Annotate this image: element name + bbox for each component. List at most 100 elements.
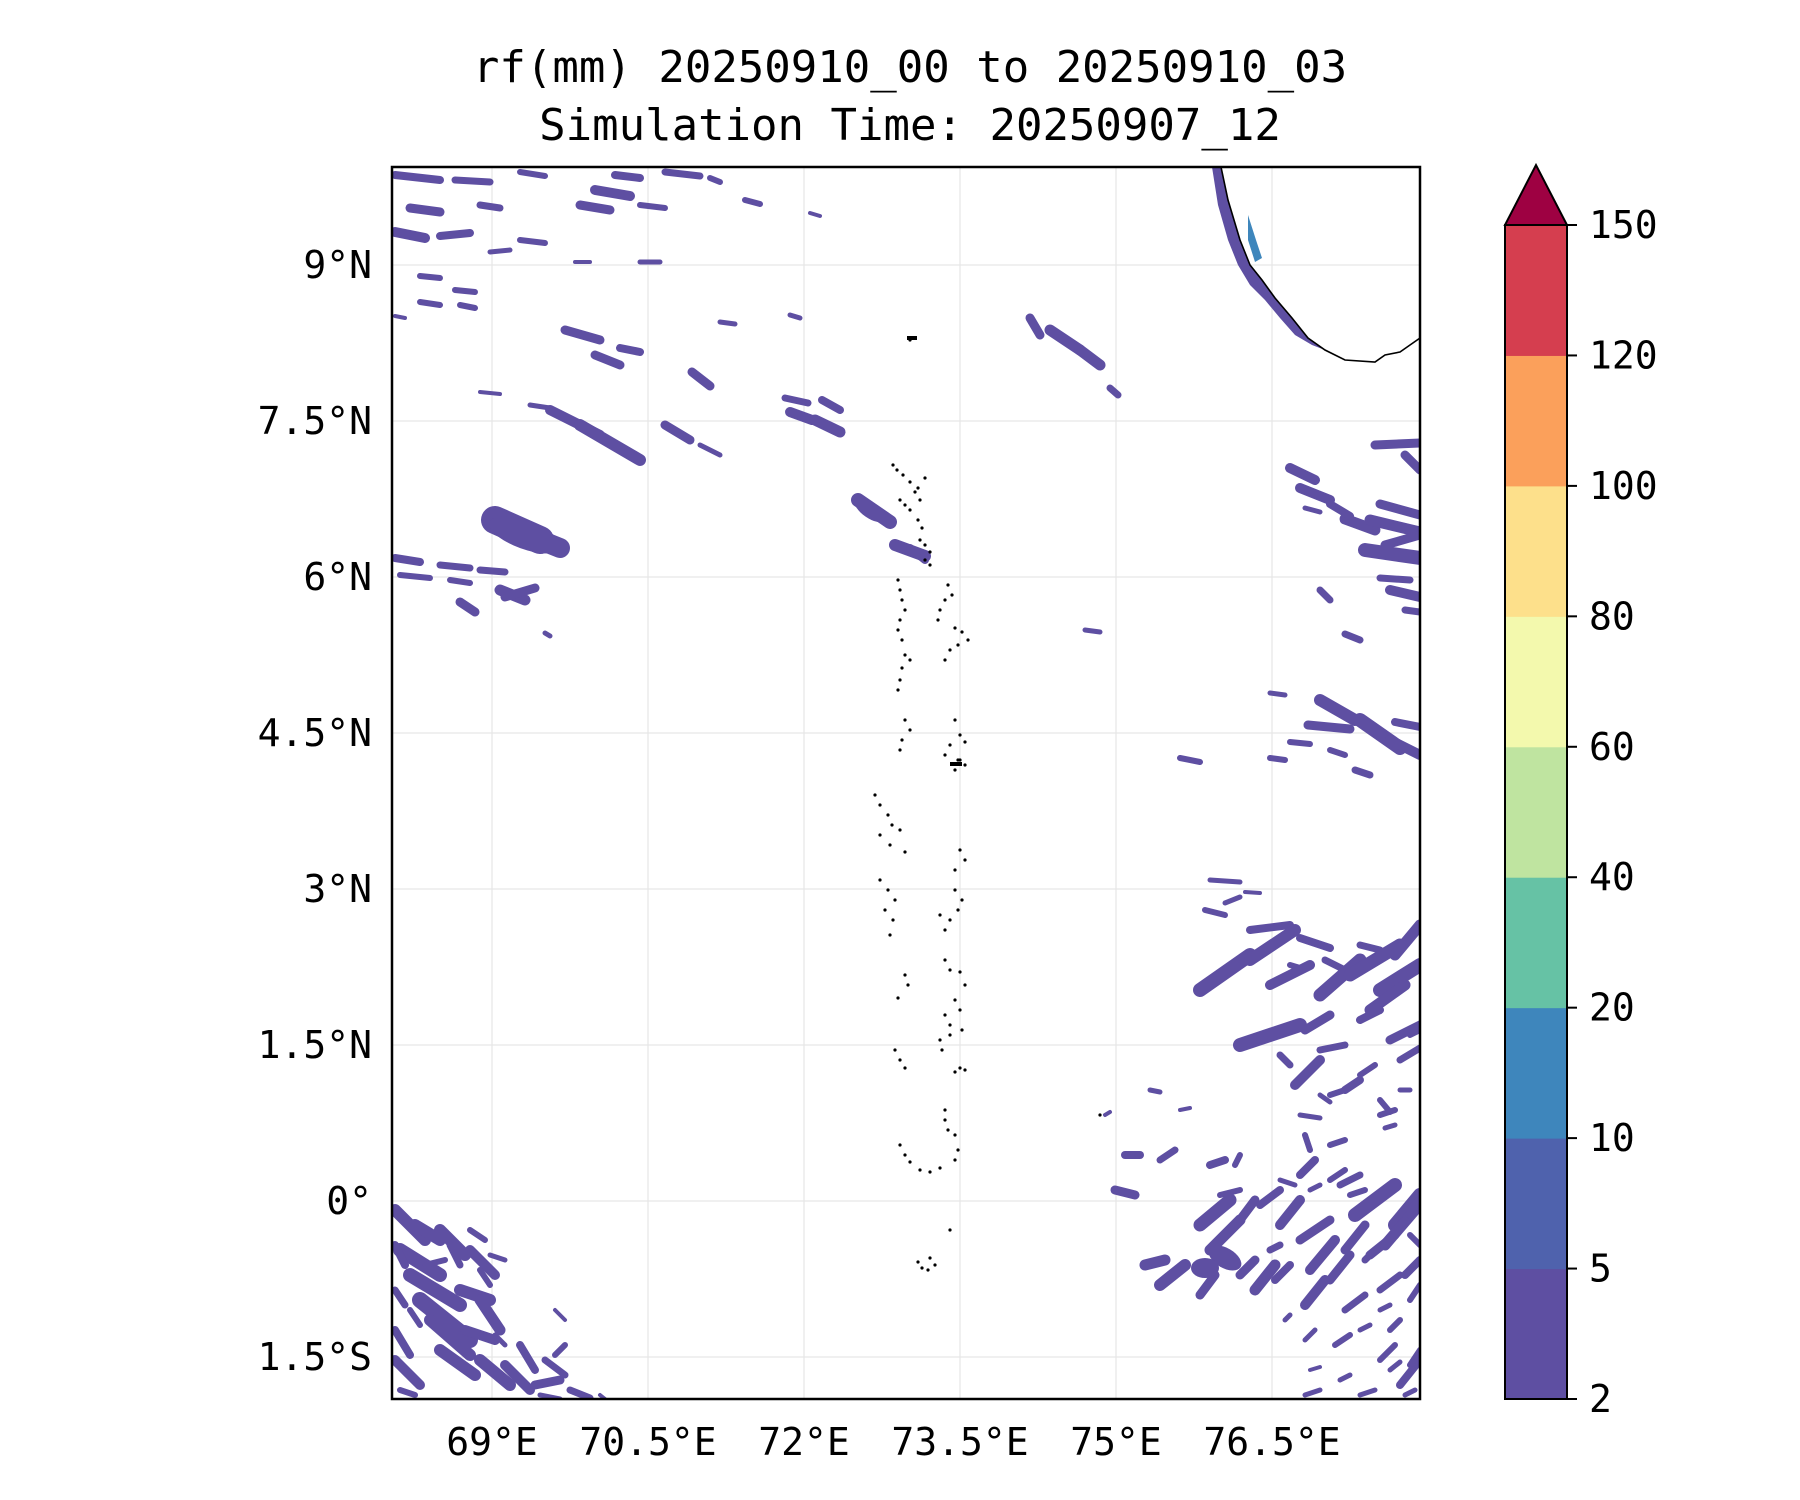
rain-cell — [1357, 1387, 1378, 1398]
colorbar-bin — [1505, 355, 1567, 487]
lat-tick-label: 1.5°S — [258, 1335, 372, 1379]
coastal-rain-core — [1248, 215, 1262, 262]
rain-cell — [517, 237, 548, 246]
rain-cell — [434, 1344, 481, 1381]
island-dot — [928, 1256, 932, 1260]
rain-cell — [476, 566, 509, 576]
rain-cell — [1317, 1092, 1333, 1105]
island-dot — [963, 1068, 967, 1072]
island-dot — [903, 718, 907, 722]
rain-cell — [530, 1375, 565, 1390]
rain-cell — [1233, 1018, 1307, 1052]
island-dot — [946, 1128, 950, 1132]
rain-cell — [637, 202, 668, 211]
rain-cell — [407, 1307, 423, 1328]
rain-cell — [1290, 1055, 1325, 1090]
rain-cell — [1389, 919, 1420, 961]
island-dot — [883, 908, 887, 912]
island-dot — [953, 888, 957, 892]
island-dot — [953, 868, 957, 872]
island-dot — [918, 1168, 922, 1172]
rain-cell — [574, 419, 646, 466]
rain-cell — [660, 420, 695, 445]
rain-cell — [1296, 1156, 1319, 1179]
island-dot — [958, 970, 962, 974]
island-mark — [950, 762, 962, 766]
island-dot — [958, 848, 962, 852]
island-dot — [898, 588, 902, 592]
rain-cell — [1295, 1215, 1335, 1245]
colorbar-tick-label: 60 — [1589, 725, 1635, 769]
rain-cell — [1195, 1270, 1220, 1300]
island-dot — [898, 1058, 902, 1062]
island-dot — [956, 908, 960, 912]
rain-cell — [1106, 384, 1122, 399]
island-dot — [943, 958, 947, 962]
island-dot — [943, 1118, 947, 1122]
rain-cell — [492, 1332, 508, 1348]
rain-cell — [1361, 1246, 1379, 1264]
rain-cell — [611, 171, 644, 182]
rain-cell — [1308, 1365, 1322, 1372]
island-dot — [948, 648, 952, 652]
rain-cell — [476, 201, 504, 212]
graticule — [392, 167, 1420, 1399]
rain-cell — [1401, 1256, 1420, 1279]
island-dot — [878, 803, 882, 807]
island-dot — [898, 678, 902, 682]
lon-tick-label: 70.5°E — [579, 1420, 716, 1464]
rain-cell — [393, 1243, 447, 1282]
rain-cell — [1265, 960, 1315, 990]
rain-cell — [1193, 948, 1257, 997]
longitude-ticks: 69°E 70.5°E 72°E 73.5°E 75°E 76.5°E — [446, 1420, 1340, 1464]
coastline — [873, 167, 1420, 1272]
rain-cell — [1316, 586, 1334, 604]
rain-cell — [566, 1386, 594, 1399]
rain-cell — [1287, 739, 1313, 747]
rain-cell — [1339, 513, 1381, 536]
rain-cell — [542, 630, 553, 639]
rain-cell — [1407, 1232, 1420, 1248]
rain-cell — [1217, 1187, 1243, 1198]
rain-cell — [434, 1224, 471, 1261]
island-dot — [918, 498, 922, 502]
island-dot — [943, 1013, 947, 1017]
rain-cell — [1357, 1322, 1373, 1333]
lat-tick-label: 1.5°N — [258, 1023, 372, 1067]
island-dot — [908, 728, 912, 732]
rain-cell — [553, 1308, 567, 1322]
rain-cell — [1385, 585, 1420, 602]
island-dot — [903, 608, 907, 612]
island-dot — [953, 718, 957, 722]
coastal-rain-band — [1212, 167, 1325, 350]
island-dot — [896, 996, 900, 1000]
island-mark — [907, 336, 917, 340]
island-dot — [893, 1048, 897, 1052]
island-dot — [956, 1148, 960, 1152]
island-dot — [958, 1008, 962, 1012]
rain-cell — [854, 497, 886, 523]
rain-cell — [1302, 505, 1323, 515]
rain-cell — [1296, 934, 1334, 952]
rain-cell — [1347, 1187, 1368, 1198]
rain-cell — [1302, 1327, 1318, 1343]
island-dot — [946, 583, 950, 587]
island-dot — [898, 828, 902, 832]
rain-cell — [1202, 907, 1228, 918]
rain-cell — [1244, 924, 1301, 966]
island-dot — [960, 630, 964, 634]
island-dot — [891, 463, 895, 467]
island-dot — [953, 998, 957, 1002]
rain-cell — [687, 367, 715, 391]
island-dot — [923, 476, 927, 480]
rain-cell — [1235, 1255, 1260, 1280]
rain-cell — [1300, 1010, 1335, 1035]
rain-cell — [1147, 1087, 1163, 1095]
colorbar-bin — [1505, 225, 1567, 356]
colorbar-tick-label: 80 — [1589, 594, 1635, 638]
rain-cell — [1407, 1027, 1420, 1038]
rain-cell — [1326, 500, 1354, 520]
rain-cell — [1376, 1271, 1404, 1294]
island-dot — [938, 1038, 942, 1042]
rain-cell — [1256, 1186, 1284, 1209]
